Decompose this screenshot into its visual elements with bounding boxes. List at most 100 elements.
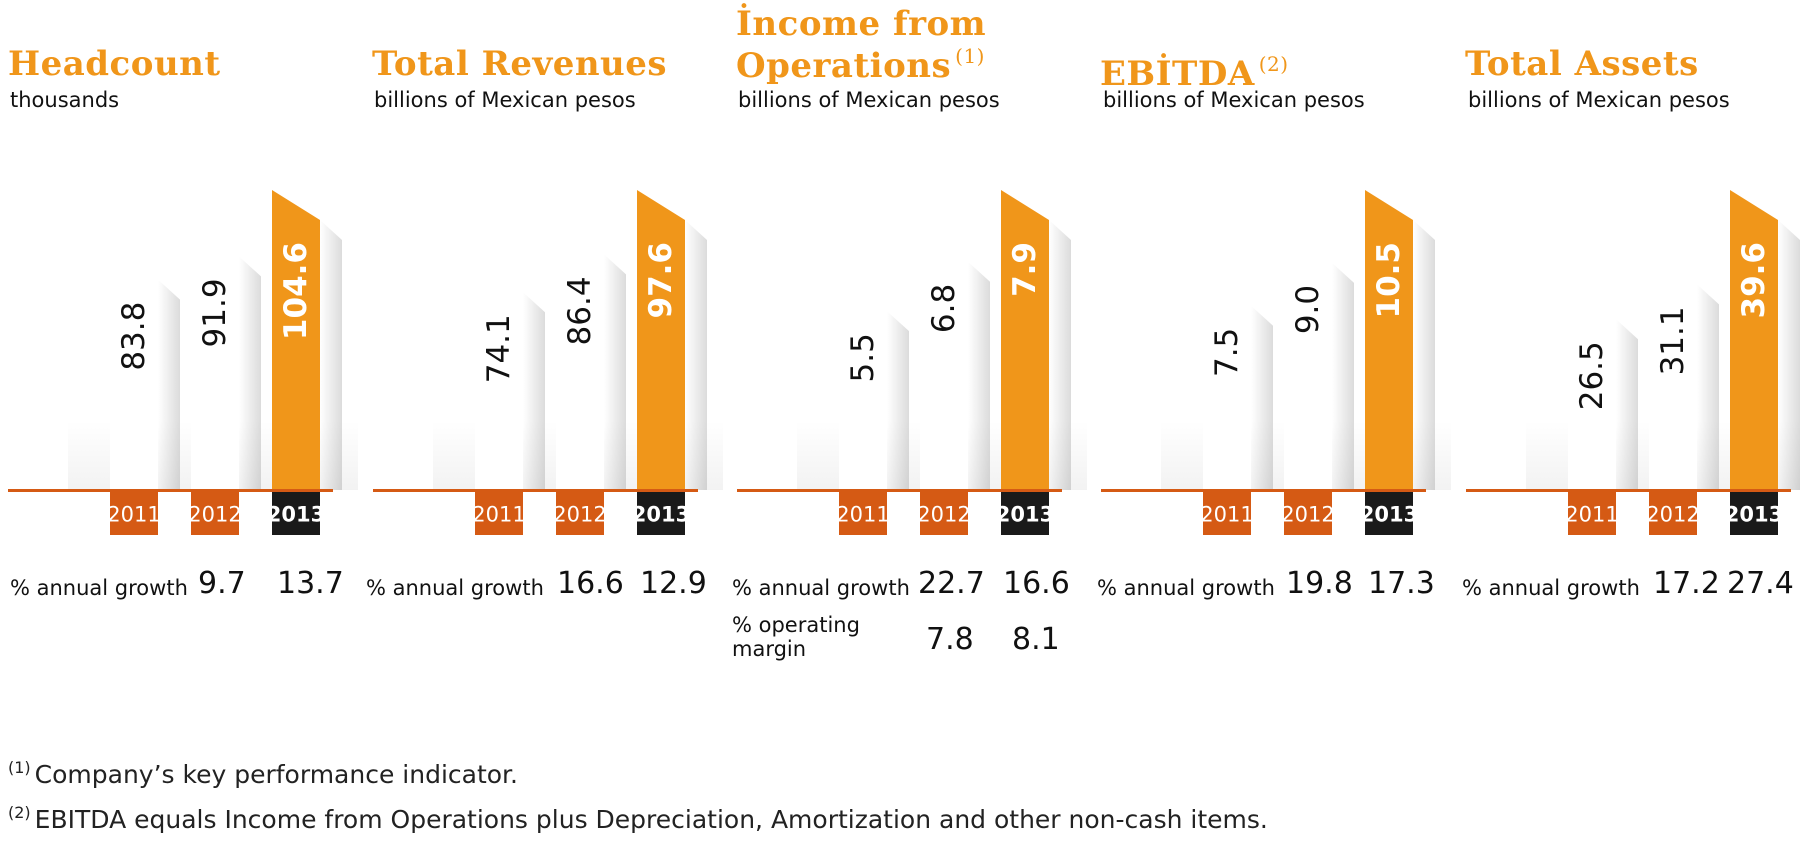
ebitda-title: EBİTDA (2) bbox=[1100, 48, 1289, 91]
total-revenues-growth-2012: 16.6 bbox=[557, 566, 624, 601]
year-tag-2013 bbox=[272, 492, 320, 535]
year-label-2011: 2011 bbox=[1200, 503, 1253, 527]
ebitda-subtitle: billions of Mexican pesos bbox=[1103, 88, 1365, 112]
value-label-2012: 31.1 bbox=[1655, 306, 1691, 375]
ebitda-title-text: EBİTDA bbox=[1100, 54, 1255, 94]
year-label-2012: 2012 bbox=[553, 503, 606, 527]
footnote-2-mark: (2) bbox=[8, 803, 31, 822]
year-label-2012: 2012 bbox=[188, 503, 241, 527]
year-label-2013: 2013 bbox=[1360, 503, 1418, 527]
bar-2013 bbox=[1001, 190, 1049, 490]
bar-2013 bbox=[272, 190, 320, 490]
bar-2012 bbox=[1649, 254, 1697, 490]
year-tag-2012 bbox=[556, 492, 604, 535]
bar-shadow bbox=[239, 256, 261, 490]
income-growth-2012: 22.7 bbox=[918, 566, 985, 601]
value-label-2012: 91.9 bbox=[197, 278, 233, 347]
bar-shadow bbox=[158, 279, 180, 490]
operating-margin-label-line2: margin bbox=[732, 637, 807, 661]
bar-shadow bbox=[320, 220, 342, 490]
ebitda-growth-2013: 17.3 bbox=[1368, 566, 1435, 601]
year-label-2013: 2013 bbox=[1725, 503, 1783, 527]
income-from-operations-title: İncome from Operations (1) bbox=[736, 7, 986, 83]
bar-shadow bbox=[1616, 319, 1638, 490]
footnote-1: (1) Company’s key performance indicator. bbox=[8, 758, 518, 789]
value-label-2012: 9.0 bbox=[1290, 285, 1326, 334]
value-label-2011: 7.5 bbox=[1209, 328, 1245, 377]
bar-shadow bbox=[1251, 305, 1273, 490]
total-revenues-title-text: Total Revenues bbox=[372, 44, 668, 84]
footnote-1-text: Company’s key performance indicator. bbox=[34, 760, 518, 789]
year-tag-2011 bbox=[839, 492, 887, 535]
value-label-2011: 26.5 bbox=[1574, 341, 1610, 410]
year-label-2012: 2012 bbox=[917, 503, 970, 527]
year-tag-2013 bbox=[1001, 492, 1049, 535]
income-title-line2: Operations bbox=[736, 46, 952, 86]
footnote-2-text: EBITDA equals Income from Operations plu… bbox=[34, 805, 1268, 834]
income-growth-label: % annual growth bbox=[732, 576, 910, 600]
value-label-2011: 83.8 bbox=[116, 302, 152, 371]
value-label-2012: 86.4 bbox=[562, 276, 598, 345]
income-title-note: (1) bbox=[955, 44, 985, 68]
headcount-title: Headcount bbox=[8, 47, 221, 81]
bar-shadow bbox=[1332, 262, 1354, 490]
bar-2011 bbox=[110, 249, 158, 490]
income-title-line1: İncome from bbox=[736, 4, 987, 44]
panel-1-plot: 74.1 86.4 97.6 2011 2012 2013 bbox=[373, 190, 723, 535]
year-tag-2012 bbox=[191, 492, 239, 535]
bar-2011 bbox=[475, 262, 523, 490]
total-assets-title: Total Assets bbox=[1465, 47, 1699, 81]
year-tag-2011 bbox=[475, 492, 523, 535]
baseline bbox=[737, 489, 1062, 492]
value-label-2013: 104.6 bbox=[278, 242, 314, 340]
headcount-growth-2012: 9.7 bbox=[198, 566, 246, 601]
year-tag-2013 bbox=[1730, 492, 1778, 535]
total-assets-title-text: Total Assets bbox=[1465, 44, 1699, 84]
footnote-1-mark: (1) bbox=[8, 758, 31, 777]
total-assets-growth-label: % annual growth bbox=[1462, 576, 1640, 600]
bar-2012 bbox=[191, 226, 239, 490]
bar-shadow bbox=[685, 220, 707, 490]
bar-shadow bbox=[887, 311, 909, 490]
total-assets-growth-2013: 27.4 bbox=[1727, 566, 1794, 601]
bar-2011 bbox=[839, 281, 887, 490]
bar-charts: 83.8 91.9 104.6 2011 2012 2013 74.1 86.4 97.6 201… bbox=[8, 190, 1800, 535]
value-label-2013: 10.5 bbox=[1371, 242, 1407, 319]
bar-shadow bbox=[1049, 220, 1071, 490]
panel-4-plot: 26.5 31.1 39.6 2011 2012 2013 bbox=[1466, 190, 1800, 535]
bar-shadow bbox=[1697, 284, 1719, 490]
headcount-title-text: Headcount bbox=[8, 44, 221, 84]
footnote-2: (2) EBITDA equals Income from Operations … bbox=[8, 803, 1268, 834]
year-tag-2013 bbox=[1365, 492, 1413, 535]
bar-shadow bbox=[1778, 220, 1800, 490]
headcount-subtitle: thousands bbox=[10, 88, 120, 112]
value-label-2013: 97.6 bbox=[643, 242, 679, 319]
bar-shadow bbox=[968, 261, 990, 490]
bar-2012 bbox=[556, 224, 604, 491]
bar-2011 bbox=[1568, 289, 1616, 490]
bar-shadow bbox=[1413, 220, 1435, 490]
total-revenues-subtitle: billions of Mexican pesos bbox=[374, 88, 636, 112]
baseline bbox=[8, 489, 333, 492]
value-label-2011: 74.1 bbox=[481, 314, 517, 383]
baseline bbox=[1466, 489, 1791, 492]
ebitda-growth-label: % annual growth bbox=[1097, 576, 1275, 600]
income-operating-margin-2013: 8.1 bbox=[1012, 622, 1060, 657]
income-operating-margin-label: % operating margin bbox=[732, 613, 860, 661]
year-label-2013: 2013 bbox=[632, 503, 690, 527]
year-tag-2012 bbox=[1284, 492, 1332, 535]
panel-2-plot: 5.5 6.8 7.9 2011 2012 2013 bbox=[737, 190, 1087, 535]
panel-3-plot: 7.5 9.0 10.5 2011 2012 2013 bbox=[1101, 190, 1451, 535]
year-label-2011: 2011 bbox=[472, 503, 525, 527]
panel-0-plot: 83.8 91.9 104.6 2011 2012 2013 bbox=[8, 190, 358, 535]
year-tag-2011 bbox=[110, 492, 158, 535]
year-tag-2011 bbox=[1203, 492, 1251, 535]
value-label-2012: 6.8 bbox=[926, 284, 962, 333]
year-label-2012: 2012 bbox=[1646, 503, 1699, 527]
total-revenues-growth-label: % annual growth bbox=[366, 576, 544, 600]
year-label-2011: 2011 bbox=[836, 503, 889, 527]
income-growth-2013: 16.6 bbox=[1003, 566, 1070, 601]
year-label-2011: 2011 bbox=[107, 503, 160, 527]
bar-2011 bbox=[1203, 275, 1251, 490]
